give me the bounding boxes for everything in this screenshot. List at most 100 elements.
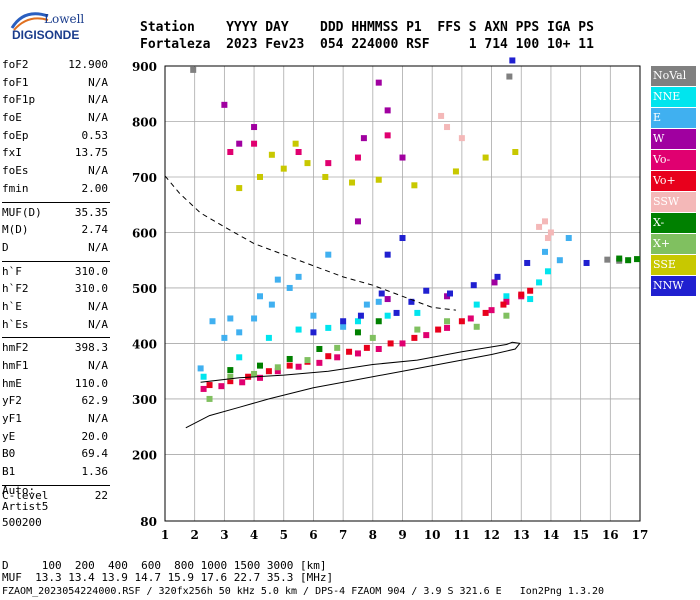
- x-tick-label: 10: [424, 528, 441, 542]
- echo-point: [444, 124, 451, 131]
- distance-row: D 100 200 400 600 800 1000 1500 3000 [km…: [2, 559, 327, 572]
- x-tick-label: 2: [191, 528, 199, 542]
- auto-code: 500200: [2, 516, 42, 529]
- echo-point: [354, 218, 361, 225]
- x-tick-label: 12: [483, 528, 500, 542]
- param-name: fxI: [2, 146, 22, 160]
- echo-point: [190, 66, 197, 73]
- echo-point: [236, 140, 243, 147]
- echo-point: [556, 257, 563, 264]
- x-tick-label: 14: [543, 528, 560, 542]
- x-tick-label: 5: [280, 528, 288, 542]
- echo-point: [268, 151, 275, 158]
- echo-point: [274, 368, 281, 375]
- echo-point: [251, 370, 258, 377]
- echo-point: [503, 293, 510, 300]
- echo-point: [375, 79, 382, 86]
- param-value: N/A: [88, 75, 108, 89]
- y-tick-label: 600: [132, 226, 157, 240]
- echo-point: [197, 365, 204, 372]
- profile-curve: [185, 341, 521, 429]
- y-tick-label: 900: [132, 60, 157, 74]
- echo-point: [236, 354, 243, 361]
- echo-point: [227, 149, 234, 156]
- x-tick-label: 11: [454, 528, 471, 542]
- echo-point: [375, 176, 382, 183]
- x-tick-label: 8: [369, 528, 377, 542]
- param-value: 13.75: [74, 146, 108, 160]
- y-tick-label: 80: [140, 515, 157, 529]
- param-value: N/A: [88, 240, 108, 254]
- echo-point: [423, 287, 430, 294]
- echo-point: [384, 296, 391, 303]
- param-row: yF1 N/A: [2, 412, 108, 430]
- echo-point: [354, 154, 361, 161]
- echo-point: [378, 290, 385, 297]
- param-row: foF2 12.900: [2, 58, 108, 76]
- echo-point: [447, 290, 453, 297]
- param-name: M(D): [2, 223, 29, 237]
- echo-point: [325, 160, 332, 167]
- echo-point: [384, 312, 391, 319]
- muf-row: MUF 13.3 13.4 13.9 14.7 15.9 17.6 22.7 3…: [2, 571, 334, 584]
- echo-point: [340, 323, 347, 330]
- echo-point: [325, 353, 332, 360]
- auto-artist: Artist5: [2, 500, 49, 513]
- echo-point: [369, 334, 376, 341]
- y-tick-label: 500: [132, 282, 157, 296]
- echo-point: [536, 223, 543, 230]
- echo-point: [435, 326, 442, 333]
- legend-item: NoVal: [651, 66, 696, 86]
- echo-point: [268, 301, 275, 308]
- echo-point: [280, 165, 287, 172]
- echo-point: [310, 329, 317, 336]
- echo-point: [384, 251, 391, 258]
- echo-point: [360, 135, 367, 142]
- echo-point: [408, 298, 415, 305]
- echo-point: [470, 282, 477, 289]
- echo-point: [221, 334, 228, 341]
- echo-point: [488, 307, 495, 314]
- echo-point: [527, 296, 534, 303]
- echo-point: [438, 112, 445, 119]
- echo-point: [295, 149, 302, 156]
- param-row: hmF1 N/A: [2, 359, 108, 377]
- echo-point: [423, 332, 430, 339]
- param-name: hmF2: [2, 341, 29, 355]
- echo-point: [310, 312, 317, 319]
- param-row: D N/A: [2, 241, 108, 259]
- echo-point: [547, 229, 554, 236]
- x-tick-label: 15: [572, 528, 589, 542]
- param-name: C-level: [2, 488, 49, 502]
- param-row: foEp 0.53: [2, 129, 108, 147]
- param-value: 0.53: [81, 128, 109, 142]
- y-tick-label: 800: [132, 115, 157, 129]
- param-separator: [2, 260, 110, 262]
- param-value: 398.3: [74, 341, 108, 355]
- echo-point: [265, 334, 272, 341]
- param-separator: [2, 484, 110, 486]
- echo-point: [206, 395, 213, 402]
- echo-point: [491, 279, 498, 286]
- param-value: 12.900: [68, 58, 108, 71]
- param-value: N/A: [88, 299, 108, 313]
- trace-curve: [164, 175, 456, 311]
- param-value: 110.0: [74, 376, 108, 390]
- y-tick-label: 400: [132, 337, 157, 351]
- file-info-row: FZAOM_2023054224000.RSF / 320fx256h 50 k…: [2, 586, 605, 597]
- param-name: B1: [2, 465, 16, 479]
- echo-point: [458, 318, 465, 325]
- param-value: N/A: [88, 359, 108, 372]
- echo-point: [467, 315, 474, 322]
- param-name: foF1: [2, 75, 29, 89]
- echo-point: [544, 268, 551, 275]
- x-tick-label: 4: [250, 528, 258, 542]
- echo-point: [625, 257, 632, 264]
- echo-point: [414, 326, 421, 333]
- y-tick-label: 700: [132, 171, 157, 185]
- echo-point: [251, 140, 258, 147]
- legend-item: E: [651, 108, 696, 128]
- echo-point: [200, 385, 207, 392]
- echo-point: [506, 73, 513, 80]
- echo-point: [536, 279, 543, 286]
